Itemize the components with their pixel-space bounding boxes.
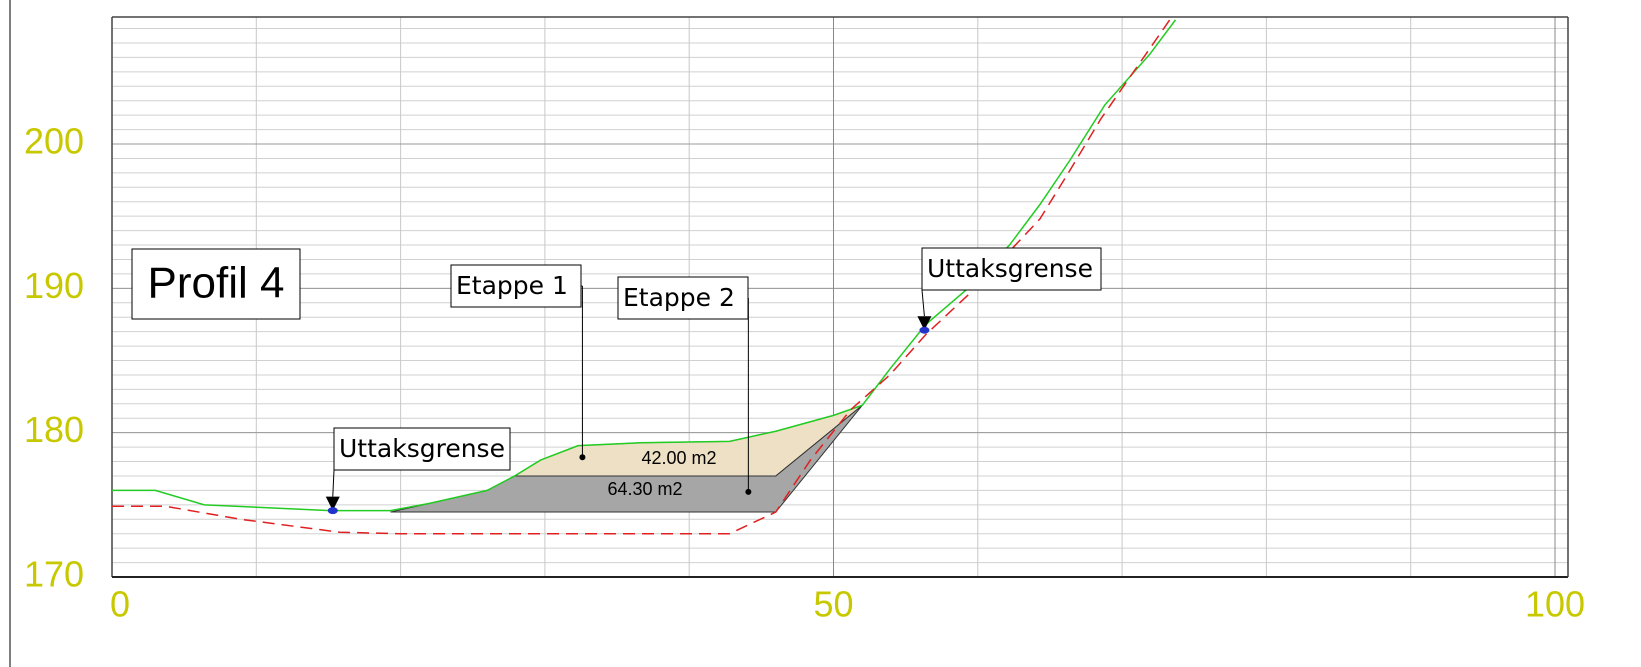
area-label: 42.00 m2: [641, 448, 716, 468]
x-tick-label: 50: [813, 584, 853, 625]
annotation: Uttaksgrense: [927, 254, 1093, 283]
area-label: 64.30 m2: [607, 479, 682, 499]
annotation: Etappe 2: [623, 283, 735, 312]
y-tick-label: 190: [24, 265, 84, 306]
series-line: [112, 19, 1171, 535]
x-tick-label: 100: [1525, 584, 1585, 625]
marker-stem: [332, 469, 335, 497]
annotation-box: [450, 264, 582, 308]
marker-stem: [921, 289, 925, 317]
y-tick-label: 170: [24, 554, 84, 595]
annotation-box: [921, 247, 1102, 291]
marker-point: [919, 326, 930, 334]
x-tick-label: 0: [110, 584, 130, 625]
marker-point: [327, 507, 338, 515]
leader-dot: [745, 488, 752, 495]
annotation-box: [333, 427, 511, 471]
y-tick-label: 200: [24, 121, 84, 162]
chart-title: Profil 4: [148, 259, 285, 308]
y-tick-label: 180: [24, 409, 84, 450]
annotation: Uttaksgrense: [339, 434, 505, 463]
marker-arrow: [917, 316, 932, 331]
marker-arrow: [325, 496, 340, 511]
leader-dot: [579, 454, 586, 461]
annotation: Etappe 1: [456, 271, 568, 300]
series-line: [112, 19, 1177, 512]
title-box: [131, 248, 301, 320]
annotation-box: [617, 276, 749, 320]
